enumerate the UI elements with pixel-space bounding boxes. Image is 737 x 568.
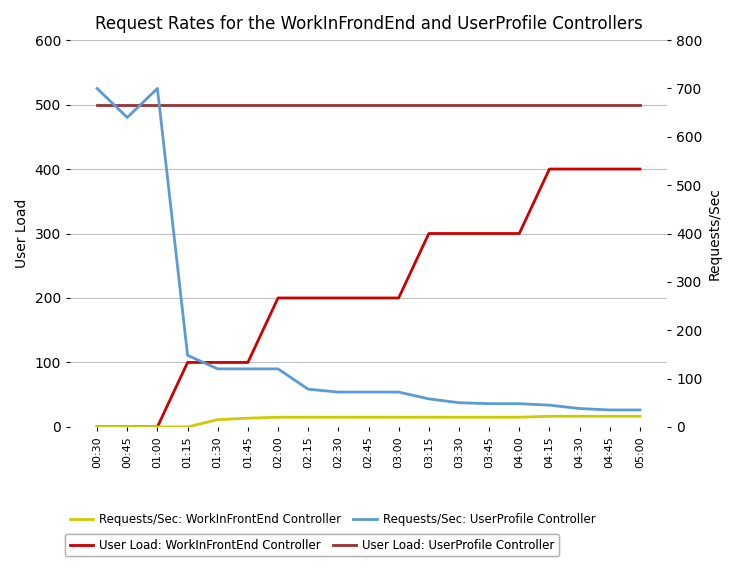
User Load: UserProfile Controller: (15, 500): UserProfile Controller: (15, 500) xyxy=(545,101,554,108)
Legend: User Load: WorkInFrontEnd Controller, User Load: UserProfile Controller: User Load: WorkInFrontEnd Controller, Us… xyxy=(65,534,559,557)
User Load: WorkInFrontEnd Controller: (5, 100): WorkInFrontEnd Controller: (5, 100) xyxy=(243,359,252,366)
Requests/Sec: UserProfile Controller: (0, 700): UserProfile Controller: (0, 700) xyxy=(93,85,102,92)
Title: Request Rates for the WorkInFrondEnd and UserProfile Controllers: Request Rates for the WorkInFrondEnd and… xyxy=(94,15,643,33)
Requests/Sec: WorkInFrontEnd Controller: (8, 20): WorkInFrontEnd Controller: (8, 20) xyxy=(334,414,343,421)
User Load: WorkInFrontEnd Controller: (1, 0): WorkInFrontEnd Controller: (1, 0) xyxy=(123,424,132,431)
User Load: UserProfile Controller: (12, 500): UserProfile Controller: (12, 500) xyxy=(455,101,464,108)
Line: Requests/Sec: WorkInFrontEnd Controller: Requests/Sec: WorkInFrontEnd Controller xyxy=(97,416,640,427)
User Load: WorkInFrontEnd Controller: (7, 200): WorkInFrontEnd Controller: (7, 200) xyxy=(304,295,312,302)
Requests/Sec: UserProfile Controller: (2, 700): UserProfile Controller: (2, 700) xyxy=(153,85,162,92)
Requests/Sec: WorkInFrontEnd Controller: (15, 22): WorkInFrontEnd Controller: (15, 22) xyxy=(545,413,554,420)
Requests/Sec: UserProfile Controller: (17, 35): UserProfile Controller: (17, 35) xyxy=(605,407,614,414)
Requests/Sec: UserProfile Controller: (10, 72): UserProfile Controller: (10, 72) xyxy=(394,389,403,395)
User Load: UserProfile Controller: (4, 500): UserProfile Controller: (4, 500) xyxy=(213,101,222,108)
Requests/Sec: WorkInFrontEnd Controller: (6, 20): WorkInFrontEnd Controller: (6, 20) xyxy=(273,414,282,421)
Requests/Sec: UserProfile Controller: (4, 120): UserProfile Controller: (4, 120) xyxy=(213,365,222,372)
Requests/Sec: WorkInFrontEnd Controller: (16, 22): WorkInFrontEnd Controller: (16, 22) xyxy=(575,413,584,420)
Requests/Sec: WorkInFrontEnd Controller: (18, 22): WorkInFrontEnd Controller: (18, 22) xyxy=(635,413,644,420)
User Load: WorkInFrontEnd Controller: (10, 200): WorkInFrontEnd Controller: (10, 200) xyxy=(394,295,403,302)
Requests/Sec: UserProfile Controller: (7, 78): UserProfile Controller: (7, 78) xyxy=(304,386,312,392)
Requests/Sec: UserProfile Controller: (18, 35): UserProfile Controller: (18, 35) xyxy=(635,407,644,414)
Requests/Sec: UserProfile Controller: (9, 72): UserProfile Controller: (9, 72) xyxy=(364,389,373,395)
Requests/Sec: WorkInFrontEnd Controller: (2, 0): WorkInFrontEnd Controller: (2, 0) xyxy=(153,424,162,431)
User Load: WorkInFrontEnd Controller: (13, 300): WorkInFrontEnd Controller: (13, 300) xyxy=(485,230,494,237)
Requests/Sec: WorkInFrontEnd Controller: (3, 0): WorkInFrontEnd Controller: (3, 0) xyxy=(183,424,192,431)
User Load: UserProfile Controller: (3, 500): UserProfile Controller: (3, 500) xyxy=(183,101,192,108)
User Load: UserProfile Controller: (9, 500): UserProfile Controller: (9, 500) xyxy=(364,101,373,108)
Y-axis label: Requests/Sec: Requests/Sec xyxy=(708,187,722,280)
Legend: Requests/Sec: WorkInFrontEnd Controller, Requests/Sec: UserProfile Controller: Requests/Sec: WorkInFrontEnd Controller,… xyxy=(65,508,600,531)
User Load: WorkInFrontEnd Controller: (8, 200): WorkInFrontEnd Controller: (8, 200) xyxy=(334,295,343,302)
Requests/Sec: WorkInFrontEnd Controller: (10, 20): WorkInFrontEnd Controller: (10, 20) xyxy=(394,414,403,421)
User Load: WorkInFrontEnd Controller: (9, 200): WorkInFrontEnd Controller: (9, 200) xyxy=(364,295,373,302)
Requests/Sec: WorkInFrontEnd Controller: (5, 18): WorkInFrontEnd Controller: (5, 18) xyxy=(243,415,252,421)
User Load: WorkInFrontEnd Controller: (11, 300): WorkInFrontEnd Controller: (11, 300) xyxy=(425,230,433,237)
User Load: UserProfile Controller: (7, 500): UserProfile Controller: (7, 500) xyxy=(304,101,312,108)
Requests/Sec: UserProfile Controller: (3, 148): UserProfile Controller: (3, 148) xyxy=(183,352,192,359)
Requests/Sec: WorkInFrontEnd Controller: (1, 0): WorkInFrontEnd Controller: (1, 0) xyxy=(123,424,132,431)
User Load: WorkInFrontEnd Controller: (3, 100): WorkInFrontEnd Controller: (3, 100) xyxy=(183,359,192,366)
Line: Requests/Sec: UserProfile Controller: Requests/Sec: UserProfile Controller xyxy=(97,89,640,410)
User Load: WorkInFrontEnd Controller: (17, 400): WorkInFrontEnd Controller: (17, 400) xyxy=(605,166,614,173)
User Load: UserProfile Controller: (11, 500): UserProfile Controller: (11, 500) xyxy=(425,101,433,108)
Requests/Sec: UserProfile Controller: (14, 48): UserProfile Controller: (14, 48) xyxy=(515,400,524,407)
Requests/Sec: UserProfile Controller: (13, 48): UserProfile Controller: (13, 48) xyxy=(485,400,494,407)
User Load: WorkInFrontEnd Controller: (2, 0): WorkInFrontEnd Controller: (2, 0) xyxy=(153,424,162,431)
Requests/Sec: UserProfile Controller: (15, 45): UserProfile Controller: (15, 45) xyxy=(545,402,554,408)
Requests/Sec: WorkInFrontEnd Controller: (4, 15): WorkInFrontEnd Controller: (4, 15) xyxy=(213,416,222,423)
User Load: UserProfile Controller: (16, 500): UserProfile Controller: (16, 500) xyxy=(575,101,584,108)
User Load: UserProfile Controller: (10, 500): UserProfile Controller: (10, 500) xyxy=(394,101,403,108)
Requests/Sec: WorkInFrontEnd Controller: (17, 22): WorkInFrontEnd Controller: (17, 22) xyxy=(605,413,614,420)
Requests/Sec: WorkInFrontEnd Controller: (14, 20): WorkInFrontEnd Controller: (14, 20) xyxy=(515,414,524,421)
User Load: UserProfile Controller: (2, 500): UserProfile Controller: (2, 500) xyxy=(153,101,162,108)
User Load: WorkInFrontEnd Controller: (16, 400): WorkInFrontEnd Controller: (16, 400) xyxy=(575,166,584,173)
User Load: UserProfile Controller: (14, 500): UserProfile Controller: (14, 500) xyxy=(515,101,524,108)
Requests/Sec: WorkInFrontEnd Controller: (9, 20): WorkInFrontEnd Controller: (9, 20) xyxy=(364,414,373,421)
Requests/Sec: UserProfile Controller: (1, 640): UserProfile Controller: (1, 640) xyxy=(123,114,132,121)
Line: User Load: WorkInFrontEnd Controller: User Load: WorkInFrontEnd Controller xyxy=(97,169,640,427)
Requests/Sec: WorkInFrontEnd Controller: (11, 20): WorkInFrontEnd Controller: (11, 20) xyxy=(425,414,433,421)
User Load: UserProfile Controller: (8, 500): UserProfile Controller: (8, 500) xyxy=(334,101,343,108)
User Load: WorkInFrontEnd Controller: (4, 100): WorkInFrontEnd Controller: (4, 100) xyxy=(213,359,222,366)
User Load: UserProfile Controller: (5, 500): UserProfile Controller: (5, 500) xyxy=(243,101,252,108)
Requests/Sec: WorkInFrontEnd Controller: (12, 20): WorkInFrontEnd Controller: (12, 20) xyxy=(455,414,464,421)
User Load: WorkInFrontEnd Controller: (6, 200): WorkInFrontEnd Controller: (6, 200) xyxy=(273,295,282,302)
User Load: UserProfile Controller: (13, 500): UserProfile Controller: (13, 500) xyxy=(485,101,494,108)
User Load: WorkInFrontEnd Controller: (15, 400): WorkInFrontEnd Controller: (15, 400) xyxy=(545,166,554,173)
Requests/Sec: UserProfile Controller: (11, 58): UserProfile Controller: (11, 58) xyxy=(425,395,433,402)
Y-axis label: User Load: User Load xyxy=(15,199,29,268)
Requests/Sec: UserProfile Controller: (12, 50): UserProfile Controller: (12, 50) xyxy=(455,399,464,406)
Requests/Sec: UserProfile Controller: (8, 72): UserProfile Controller: (8, 72) xyxy=(334,389,343,395)
User Load: UserProfile Controller: (18, 500): UserProfile Controller: (18, 500) xyxy=(635,101,644,108)
User Load: UserProfile Controller: (6, 500): UserProfile Controller: (6, 500) xyxy=(273,101,282,108)
User Load: WorkInFrontEnd Controller: (14, 300): WorkInFrontEnd Controller: (14, 300) xyxy=(515,230,524,237)
User Load: WorkInFrontEnd Controller: (12, 300): WorkInFrontEnd Controller: (12, 300) xyxy=(455,230,464,237)
User Load: WorkInFrontEnd Controller: (0, 0): WorkInFrontEnd Controller: (0, 0) xyxy=(93,424,102,431)
Requests/Sec: WorkInFrontEnd Controller: (0, 0): WorkInFrontEnd Controller: (0, 0) xyxy=(93,424,102,431)
Requests/Sec: UserProfile Controller: (16, 38): UserProfile Controller: (16, 38) xyxy=(575,405,584,412)
Requests/Sec: UserProfile Controller: (6, 120): UserProfile Controller: (6, 120) xyxy=(273,365,282,372)
User Load: WorkInFrontEnd Controller: (18, 400): WorkInFrontEnd Controller: (18, 400) xyxy=(635,166,644,173)
Requests/Sec: WorkInFrontEnd Controller: (13, 20): WorkInFrontEnd Controller: (13, 20) xyxy=(485,414,494,421)
User Load: UserProfile Controller: (0, 500): UserProfile Controller: (0, 500) xyxy=(93,101,102,108)
User Load: UserProfile Controller: (17, 500): UserProfile Controller: (17, 500) xyxy=(605,101,614,108)
Requests/Sec: WorkInFrontEnd Controller: (7, 20): WorkInFrontEnd Controller: (7, 20) xyxy=(304,414,312,421)
User Load: UserProfile Controller: (1, 500): UserProfile Controller: (1, 500) xyxy=(123,101,132,108)
Requests/Sec: UserProfile Controller: (5, 120): UserProfile Controller: (5, 120) xyxy=(243,365,252,372)
